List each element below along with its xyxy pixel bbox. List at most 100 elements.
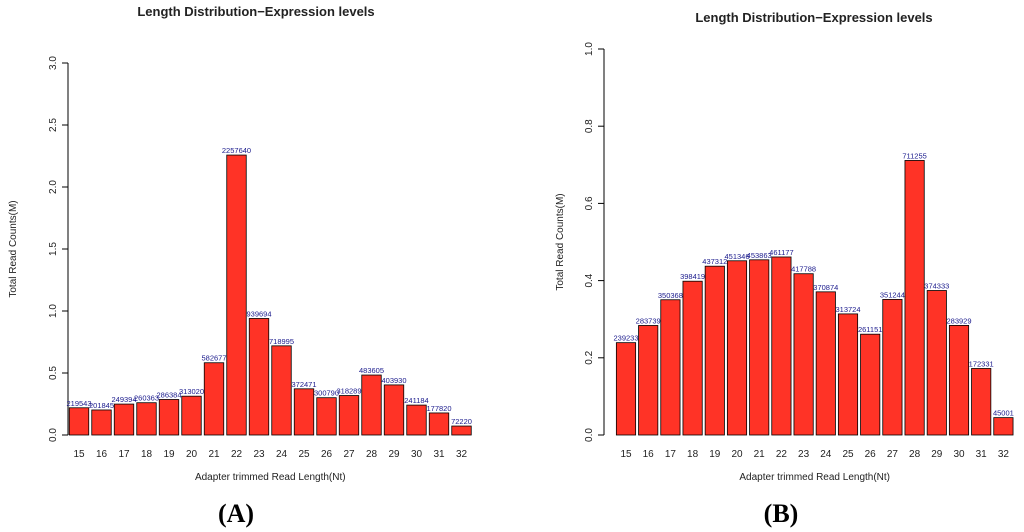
x-tick-label: 29	[931, 449, 943, 460]
bar-16	[91, 409, 112, 436]
x-axis-label: Adapter trimmed Read Length(Nt)	[195, 472, 346, 483]
x-tick-label: 15	[73, 449, 85, 460]
data-label: 461177	[769, 248, 793, 257]
data-label: 350368	[658, 291, 683, 300]
x-tick-label: 21	[208, 449, 220, 460]
bar-31	[971, 368, 992, 436]
bar-29	[926, 290, 947, 436]
data-label: 718995	[269, 337, 294, 346]
x-tick-label: 27	[887, 449, 899, 460]
y-tick-label: 3.0	[48, 56, 59, 70]
x-tick-label: 22	[231, 449, 243, 460]
x-tick-label: 31	[976, 449, 988, 460]
y-tick-label: 0.0	[48, 428, 59, 442]
bar-23	[248, 318, 270, 436]
bar-21	[203, 362, 225, 436]
bar-17	[660, 299, 681, 436]
bar-22	[771, 256, 792, 436]
bar-18	[682, 280, 703, 436]
bar-30	[406, 404, 427, 436]
data-label: 283739	[636, 316, 661, 325]
x-tick-label: 18	[141, 449, 153, 460]
data-label: 372471	[291, 380, 316, 389]
data-label: 172331	[969, 359, 994, 368]
data-label: 313724	[835, 305, 860, 314]
bar-20	[181, 395, 202, 436]
x-tick-label: 20	[731, 449, 743, 460]
x-tick-label: 19	[709, 449, 721, 460]
bar-17	[113, 403, 135, 436]
y-tick-label: 2.0	[48, 180, 59, 194]
bar-20	[726, 260, 748, 436]
data-label: 177820	[426, 404, 451, 413]
bar-22	[226, 154, 247, 436]
x-tick-label: 32	[456, 449, 468, 460]
data-label: 403930	[381, 376, 406, 385]
x-tick-label: 29	[388, 449, 400, 460]
data-label: 260363	[134, 394, 159, 403]
bar-19	[158, 399, 180, 436]
x-tick-label: 28	[909, 449, 921, 460]
bar-26	[316, 397, 337, 436]
bar-30	[948, 325, 970, 436]
x-tick-label: 19	[163, 449, 175, 460]
chart-title: Length Distribution−Expression levels	[137, 4, 374, 19]
data-label: 300790	[314, 389, 339, 398]
bar-15	[615, 342, 637, 436]
data-label: 45001	[993, 409, 1014, 418]
data-label: 241184	[404, 396, 428, 405]
x-tick-label: 21	[754, 449, 766, 460]
y-tick-label: 0.5	[48, 366, 59, 380]
chart-panel-b: Length Distribution−Expression levels 0.0…	[555, 10, 1014, 528]
y-axis-label: Total Read Counts(M)	[555, 193, 566, 290]
y-tick-label: 1.0	[48, 304, 59, 318]
panel-label: (B)	[764, 499, 799, 528]
y-tick-label: 0.0	[584, 428, 595, 442]
x-tick-label: 23	[253, 449, 265, 460]
bar-23	[793, 273, 814, 436]
x-tick-label: 32	[998, 449, 1010, 460]
x-tick-label: 25	[842, 449, 854, 460]
data-label: 201845	[89, 401, 114, 410]
data-label: 72220	[451, 417, 472, 426]
data-label: 939694	[246, 309, 271, 318]
data-label: 2257640	[222, 146, 251, 155]
y-tick-label: 0.8	[584, 119, 595, 133]
bar-27	[338, 395, 360, 436]
x-tick-label: 18	[687, 449, 699, 460]
bar-25	[837, 313, 859, 436]
x-tick-label: 31	[433, 449, 445, 460]
x-tick-label: 26	[865, 449, 877, 460]
x-tick-label: 26	[321, 449, 333, 460]
data-label: 437312	[702, 257, 727, 266]
data-label: 398419	[680, 272, 705, 281]
bar-28	[904, 160, 925, 436]
x-tick-label: 27	[343, 449, 355, 460]
data-label: 219543	[66, 399, 91, 408]
y-tick-label: 1.0	[584, 42, 595, 56]
data-label: 711255	[902, 151, 926, 160]
bar-32	[993, 417, 1014, 436]
x-tick-label: 20	[186, 449, 198, 460]
bar-32	[451, 425, 472, 436]
data-label: 249394	[111, 395, 136, 404]
bar-16	[638, 325, 659, 436]
data-label: 286384	[156, 390, 181, 399]
data-label: 313020	[179, 387, 204, 396]
data-label: 374333	[924, 282, 949, 291]
x-tick-label: 28	[366, 449, 378, 460]
bar-25	[293, 388, 315, 436]
data-label: 582677	[201, 354, 226, 363]
bar-19	[704, 265, 725, 436]
x-tick-label: 30	[411, 449, 423, 460]
x-tick-label: 17	[665, 449, 677, 460]
x-tick-label: 17	[118, 449, 130, 460]
bar-24	[271, 345, 292, 436]
y-tick-label: 0.6	[584, 196, 595, 210]
bar-27	[882, 299, 903, 436]
x-tick-label: 24	[820, 449, 832, 460]
data-label: 318289	[336, 387, 361, 396]
chart-title: Length Distribution−Expression levels	[695, 10, 932, 25]
data-label: 283929	[946, 316, 971, 325]
